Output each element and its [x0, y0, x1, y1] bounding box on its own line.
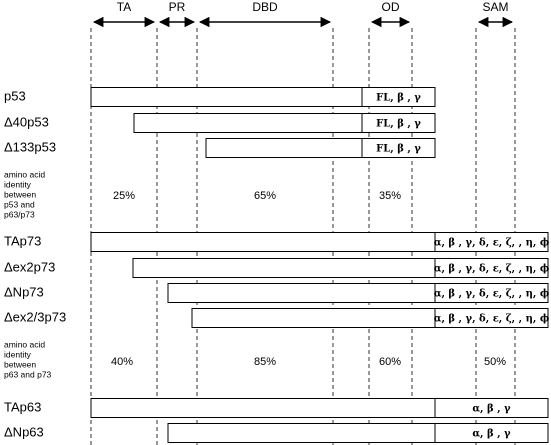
- isoform-bar: [90, 232, 549, 252]
- identity-label: p63 and p73: [4, 369, 52, 379]
- identity-value: 40%: [111, 356, 133, 368]
- isoform-name: p53: [4, 88, 26, 103]
- identity-label: identity: [4, 349, 32, 359]
- identity-value: 35%: [379, 190, 401, 202]
- domain-label: TA: [117, 0, 131, 14]
- variant-label: α, β , γ, δ, ε, ζ, , η, ϕ: [434, 289, 549, 300]
- variant-label: α, β , γ, δ, ε, ζ, , η, ϕ: [434, 238, 549, 249]
- isoform-bar: [90, 87, 436, 107]
- variant-label: α, β , γ: [472, 404, 511, 415]
- isoform-bar: [167, 283, 549, 303]
- isoform-bar: [205, 138, 436, 158]
- isoform-name: TAp63: [4, 399, 41, 414]
- isoform-name: ΔNp63: [4, 424, 44, 439]
- identity-value: 60%: [379, 356, 401, 368]
- domain-label: PR: [169, 0, 186, 14]
- identity-value: 25%: [113, 190, 135, 202]
- variant-label: α, β , γ: [472, 429, 511, 440]
- isoform-name: Δ40p53: [4, 114, 49, 129]
- identity-label: identity: [4, 179, 32, 189]
- isoform-bar: [191, 308, 549, 328]
- isoform-name: ΔNp73: [4, 284, 44, 299]
- identity-label: p63/p73: [4, 209, 35, 219]
- isoform-name: Δex2/3p73: [4, 309, 66, 324]
- isoform-name: Δ133p53: [4, 139, 56, 154]
- variant-label: FL, β , γ: [376, 93, 421, 104]
- isoform-name: TAp73: [4, 233, 41, 248]
- isoform-bar: [90, 398, 549, 418]
- variant-label: FL, β , γ: [376, 119, 421, 130]
- isoform-name: Δex2p73: [4, 259, 55, 274]
- identity-value: 50%: [484, 356, 506, 368]
- variant-label: α, β , γ, δ, ε, ζ, , η, ϕ: [434, 264, 549, 275]
- isoform-bar: [167, 423, 549, 443]
- identity-label: p53 and: [4, 199, 35, 209]
- variant-label: α, β , γ, δ, ε, ζ, , η, ϕ: [434, 314, 549, 325]
- isoform-bar: [132, 258, 549, 278]
- domain-label: DBD: [252, 0, 278, 14]
- identity-label: between: [4, 359, 36, 369]
- identity-label: amino acid: [4, 169, 45, 179]
- identity-value: 65%: [254, 190, 276, 202]
- isoform-bar: [133, 113, 436, 133]
- identity-label: amino acid: [4, 339, 45, 349]
- identity-label: between: [4, 189, 36, 199]
- variant-label: FL, β , γ: [376, 144, 421, 155]
- identity-value: 85%: [254, 356, 276, 368]
- domain-label: OD: [382, 0, 400, 14]
- domain-label: SAM: [482, 0, 508, 14]
